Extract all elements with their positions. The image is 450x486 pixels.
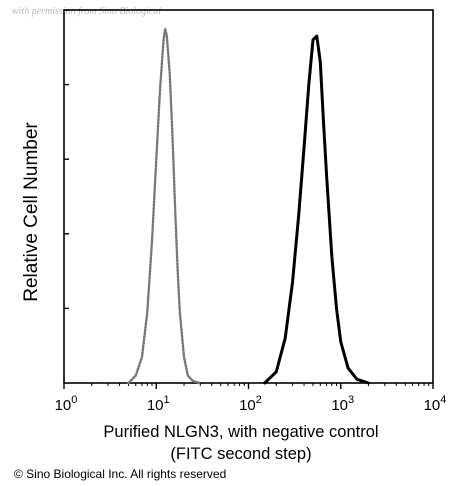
y-axis-label: Relative Cell Number — [21, 122, 42, 302]
x-tick-label: 102 — [239, 394, 262, 414]
x-axis-label-line-2: (FITC second step) — [170, 445, 311, 463]
copyright-notice: © Sino Biological Inc. All rights reserv… — [14, 467, 227, 481]
watermark: with permission from Sino Biological — [12, 6, 162, 17]
x-tick-label: 104 — [424, 394, 447, 414]
plot-frame — [63, 9, 434, 384]
x-tick-label: 101 — [147, 394, 170, 414]
negative-control-curve — [127, 27, 202, 385]
x-tick-label: 100 — [55, 394, 78, 414]
nlgn3-curve — [263, 34, 370, 385]
x-tick-label: 103 — [331, 394, 354, 414]
x-axis-label-line-1: Purified NLGN3, with negative control — [103, 423, 378, 441]
